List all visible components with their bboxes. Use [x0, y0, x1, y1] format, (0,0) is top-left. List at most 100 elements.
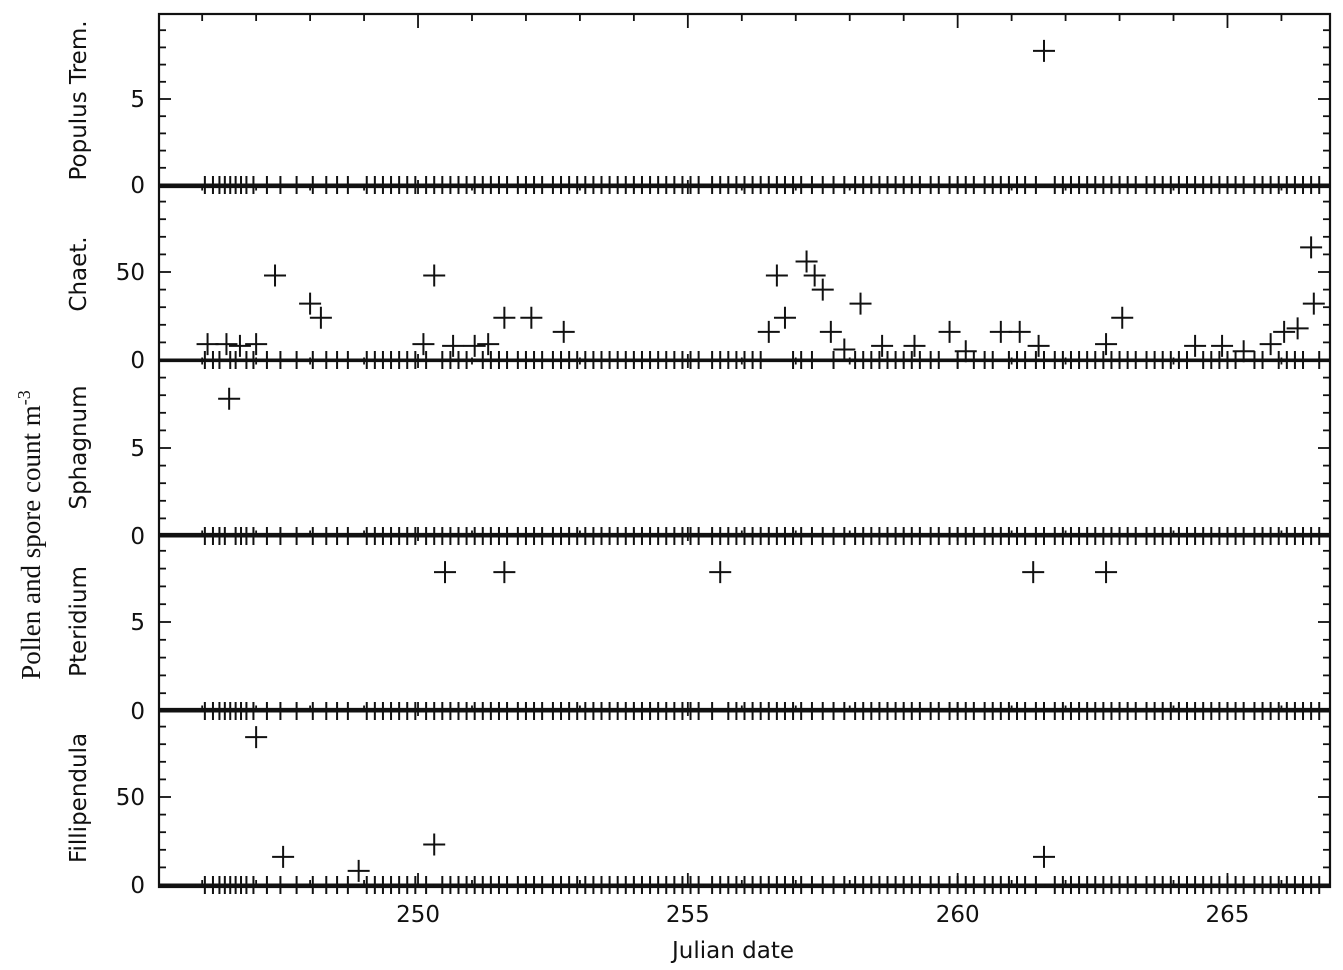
x-axis-label: Julian date [670, 938, 794, 964]
data-point [228, 334, 251, 357]
data-point [1286, 317, 1309, 340]
data-point [938, 320, 961, 343]
data-point [903, 334, 926, 357]
zero-observation-marker [271, 876, 290, 894]
data-point [215, 333, 238, 356]
panel-pteridium: 0 5 Pteridium [66, 549, 1330, 725]
y-tick-label: 0 [130, 348, 145, 374]
panel-label: Sphagnum [66, 385, 92, 509]
data-point [299, 292, 322, 315]
zero-observation-marker [751, 351, 770, 369]
zero-observation-marker [287, 176, 306, 194]
panel-label: Populus Trem. [66, 20, 92, 180]
data-point [520, 306, 543, 329]
x-tick-label: 265 [1206, 902, 1250, 928]
data-point [765, 264, 788, 287]
data-point [423, 264, 446, 287]
zero-observation-marker [1310, 176, 1329, 194]
zero-observation-marker [1310, 527, 1329, 545]
data-point [412, 333, 435, 356]
zero-observation-marker [1253, 351, 1272, 369]
panel-populus-trem: 0 5 Populus Trem. [66, 20, 1330, 199]
data-point [493, 561, 516, 584]
data-point [954, 340, 977, 363]
zero-observation-marker [271, 527, 290, 545]
data-point [245, 333, 268, 356]
data-point [1095, 561, 1118, 584]
panel-sphagnum: 0 5 Sphagnum [66, 376, 1330, 550]
data-point [1008, 320, 1031, 343]
data-point [218, 387, 241, 410]
x-tick-label: 255 [666, 902, 710, 928]
data-point [245, 726, 268, 749]
data-point [423, 833, 446, 856]
data-point [272, 845, 295, 868]
panel-label: Pteridium [66, 566, 92, 677]
zero-observation-marker [824, 351, 843, 369]
data-point [1259, 333, 1282, 356]
x-axis: 250 255 260 265 [201, 14, 1283, 928]
x-tick-label: 250 [396, 902, 440, 928]
y-tick-label: 5 [130, 436, 145, 462]
data-point [811, 278, 834, 301]
zero-observation-marker [1310, 876, 1329, 894]
zero-observation-marker [802, 351, 821, 369]
data-point [803, 264, 826, 287]
zero-observation-marker [703, 702, 722, 720]
y-axis-label-text: Pollen and spore count m [16, 405, 46, 679]
data-point [1232, 340, 1255, 363]
zero-observation-marker [271, 351, 290, 369]
y-tick-label: 0 [130, 173, 145, 199]
zero-observation-marker [457, 351, 476, 369]
data-point [709, 561, 732, 584]
data-point [309, 306, 332, 329]
data-point [347, 859, 370, 882]
data-point [1184, 334, 1207, 357]
data-point [477, 333, 500, 356]
zero-observation-marker [1226, 351, 1245, 369]
data-point [442, 334, 465, 357]
zero-observation-marker [1178, 351, 1196, 369]
zero-observation-marker [1026, 876, 1045, 894]
data-point [1027, 334, 1050, 357]
zero-observation-marker [287, 876, 306, 894]
zero-observation-marker [338, 876, 357, 894]
data-point [1300, 236, 1323, 259]
y-axis-label-superscript: -3 [14, 390, 34, 405]
data-point [795, 250, 818, 273]
y-tick-label: 50 [116, 260, 145, 286]
y-tick-label: 0 [130, 699, 145, 725]
panels-group: 0 5 Populus Trem. 0 50 Chaet. 0 5 Sphagnum 0 5 Pter… [66, 12, 1332, 899]
zero-observation-marker [338, 702, 357, 720]
data-point [1022, 561, 1045, 584]
data-point [773, 306, 796, 329]
zero-observation-marker [1310, 351, 1329, 369]
y-tick-label: 5 [130, 610, 145, 636]
data-point [493, 306, 516, 329]
zero-observation-marker [271, 176, 290, 194]
zero-observation-marker [983, 351, 1002, 369]
panel-label: Chaet. [66, 236, 92, 311]
zero-observation-marker [287, 702, 306, 720]
zero-observation-marker [1294, 351, 1313, 369]
zero-observation-marker [271, 702, 290, 720]
data-point [1033, 39, 1055, 62]
data-point [819, 320, 842, 343]
zero-observation-marker [338, 351, 357, 369]
data-point [264, 264, 287, 287]
panel-chaet: 0 50 Chaet. [66, 200, 1330, 374]
data-point [196, 333, 219, 356]
zero-observation-marker [287, 527, 306, 545]
zero-observation-marker [338, 527, 357, 545]
zero-observation-marker [417, 351, 436, 369]
data-point [871, 334, 894, 357]
zero-observation-marker [1310, 702, 1329, 720]
zero-observation-marker [417, 876, 436, 894]
y-tick-label: 0 [130, 873, 145, 899]
data-point [1273, 320, 1296, 343]
y-tick-label: 5 [130, 87, 145, 113]
x-tick-label: 260 [936, 902, 980, 928]
zero-observation-marker [338, 176, 357, 194]
y-tick-label: 0 [130, 524, 145, 550]
